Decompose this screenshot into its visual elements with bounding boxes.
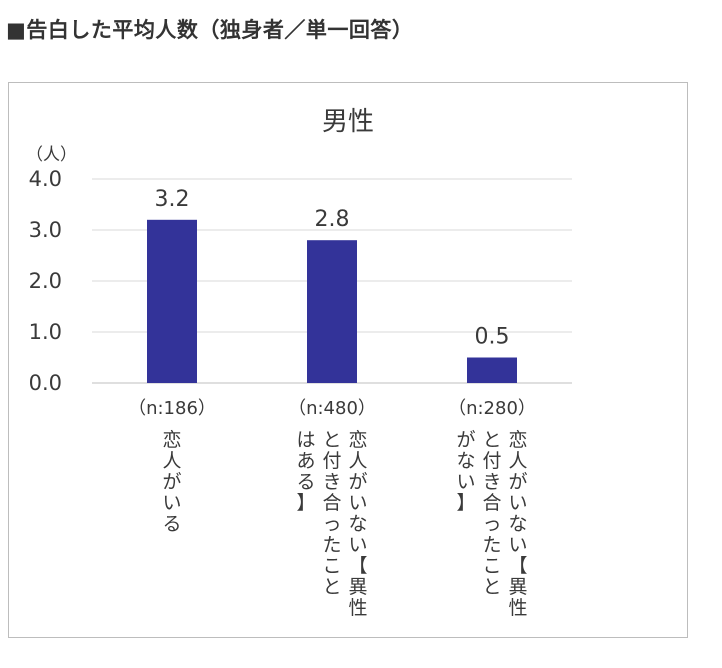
category-label-column: 恋人がいる bbox=[162, 429, 181, 535]
bar bbox=[307, 240, 357, 383]
y-tick-label: 1.0 bbox=[29, 320, 62, 344]
y-tick-label: 4.0 bbox=[29, 167, 62, 191]
page-heading: ■告白した平均人数（独身者／単一回答） bbox=[6, 18, 414, 42]
y-tick-label: 3.0 bbox=[29, 218, 62, 242]
category-n-label: （n:280） bbox=[448, 398, 536, 419]
category-label-column: 恋人がいない【異性 bbox=[348, 429, 367, 619]
bar-value-label: 2.8 bbox=[315, 207, 350, 232]
category-label-column: と付き合ったこと bbox=[322, 429, 341, 598]
category-label-column: がない】 bbox=[456, 429, 475, 514]
category-label-column: はある】 bbox=[296, 429, 315, 514]
y-tick-label: 0.0 bbox=[29, 371, 62, 395]
category-n-label: （n:186） bbox=[128, 398, 216, 419]
category-label-column: 恋人がいない【異性 bbox=[508, 429, 527, 619]
bar-value-label: 3.2 bbox=[155, 187, 190, 212]
category-label-column: と付き合ったこと bbox=[482, 429, 501, 598]
bar bbox=[467, 357, 517, 383]
y-tick-label: 2.0 bbox=[29, 269, 62, 293]
y-unit-label: （人） bbox=[26, 145, 77, 165]
chart-title: 男性 bbox=[322, 107, 374, 137]
category-n-label: （n:480） bbox=[288, 398, 376, 419]
bar bbox=[147, 219, 197, 383]
bar-value-label: 0.5 bbox=[475, 325, 510, 350]
